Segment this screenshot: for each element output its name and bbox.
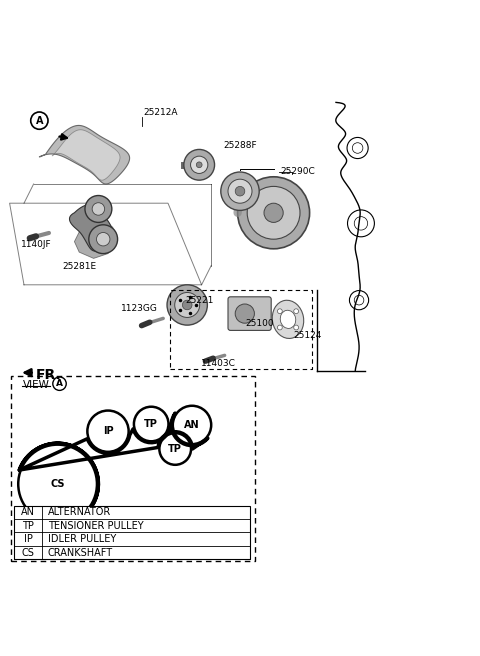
Text: A: A xyxy=(36,115,43,126)
Text: AN: AN xyxy=(21,507,36,518)
Circle shape xyxy=(277,325,282,330)
Circle shape xyxy=(238,177,310,249)
Text: 1123GG: 1123GG xyxy=(121,304,157,314)
Text: TP: TP xyxy=(168,444,182,454)
Circle shape xyxy=(191,156,208,173)
Circle shape xyxy=(89,225,118,254)
Circle shape xyxy=(235,304,254,323)
Text: IP: IP xyxy=(24,534,33,544)
Text: VIEW: VIEW xyxy=(23,380,49,390)
Circle shape xyxy=(175,293,200,318)
Text: TP: TP xyxy=(144,419,158,429)
Circle shape xyxy=(264,203,283,222)
Circle shape xyxy=(247,186,300,239)
Text: CS: CS xyxy=(22,548,35,558)
Circle shape xyxy=(92,203,105,215)
Circle shape xyxy=(184,150,215,180)
Circle shape xyxy=(96,232,110,246)
Circle shape xyxy=(294,309,299,314)
Text: CRANKSHAFT: CRANKSHAFT xyxy=(48,548,113,558)
Text: FR.: FR. xyxy=(36,367,62,382)
Text: IDLER PULLEY: IDLER PULLEY xyxy=(48,534,116,544)
Text: A: A xyxy=(56,379,63,388)
Text: 11403C: 11403C xyxy=(201,359,236,369)
Text: 25221: 25221 xyxy=(185,296,214,304)
Text: CS: CS xyxy=(50,479,65,489)
Text: 25290C: 25290C xyxy=(280,167,315,176)
Text: 25281E: 25281E xyxy=(62,262,96,271)
Circle shape xyxy=(235,186,245,196)
Circle shape xyxy=(277,309,282,314)
FancyBboxPatch shape xyxy=(228,297,271,331)
Circle shape xyxy=(182,300,192,310)
Polygon shape xyxy=(39,125,130,184)
Circle shape xyxy=(221,172,259,211)
Text: IP: IP xyxy=(103,426,113,436)
Circle shape xyxy=(294,325,299,330)
Text: TENSIONER PULLEY: TENSIONER PULLEY xyxy=(48,521,144,531)
Text: 1140JF: 1140JF xyxy=(21,241,51,249)
Text: 25288F: 25288F xyxy=(223,141,257,150)
Ellipse shape xyxy=(280,310,296,329)
Text: TP: TP xyxy=(23,521,34,531)
Polygon shape xyxy=(70,205,113,251)
Text: ALTERNATOR: ALTERNATOR xyxy=(48,507,111,518)
Text: AN: AN xyxy=(184,420,200,430)
Circle shape xyxy=(167,285,207,325)
Text: 25100: 25100 xyxy=(245,319,274,328)
Ellipse shape xyxy=(272,300,304,338)
Bar xyxy=(11,376,255,561)
Polygon shape xyxy=(52,130,120,180)
Polygon shape xyxy=(74,218,115,258)
Circle shape xyxy=(85,195,112,222)
Bar xyxy=(14,506,250,560)
Circle shape xyxy=(228,179,252,203)
Text: 25124: 25124 xyxy=(293,331,322,340)
Text: 25212A: 25212A xyxy=(144,108,178,117)
Circle shape xyxy=(196,162,202,168)
